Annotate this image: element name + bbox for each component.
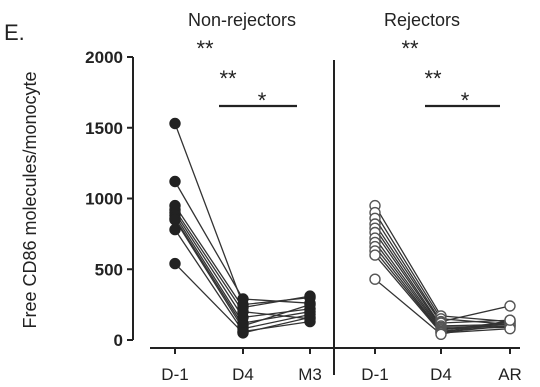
series-line [174, 123, 311, 306]
series-line [174, 205, 311, 309]
significance-marker: ** [401, 36, 419, 61]
significance-marker: * [258, 88, 267, 113]
data-point [237, 327, 249, 339]
y-tick-label: 0 [114, 331, 123, 350]
x-tick-label: D4 [430, 365, 452, 384]
data-point [369, 249, 381, 261]
y-axis-label: Free CD86 molecules/monocyte [20, 71, 40, 328]
data-point [504, 300, 516, 312]
data-point [304, 311, 316, 324]
data-point [369, 273, 381, 285]
series-line [374, 205, 511, 323]
panel-label: E. [4, 20, 25, 45]
data-point [169, 175, 181, 188]
y-tick-label: 500 [95, 260, 123, 279]
data-point [435, 328, 447, 340]
data-point [169, 257, 181, 270]
data-point [169, 223, 181, 236]
data-point [504, 314, 516, 326]
data-point [304, 298, 316, 311]
significance-marker: ** [424, 66, 442, 91]
significance-marker: ** [196, 36, 214, 61]
data-point [169, 213, 181, 226]
x-tick-label: D-1 [361, 365, 388, 384]
x-tick-label: AR [498, 365, 522, 384]
x-tick-label: M3 [298, 365, 322, 384]
significance-marker: ** [219, 66, 237, 91]
data-point [169, 117, 181, 130]
y-tick-label: 2000 [85, 48, 123, 67]
y-tick-label: 1500 [85, 119, 123, 138]
x-tick-label: D-1 [161, 365, 188, 384]
significance-marker: * [461, 88, 470, 113]
panel-title: Rejectors [384, 10, 460, 30]
x-tick-label: D4 [232, 365, 254, 384]
y-tick-label: 1000 [85, 190, 123, 209]
panel-title: Non-rejectors [188, 10, 296, 30]
